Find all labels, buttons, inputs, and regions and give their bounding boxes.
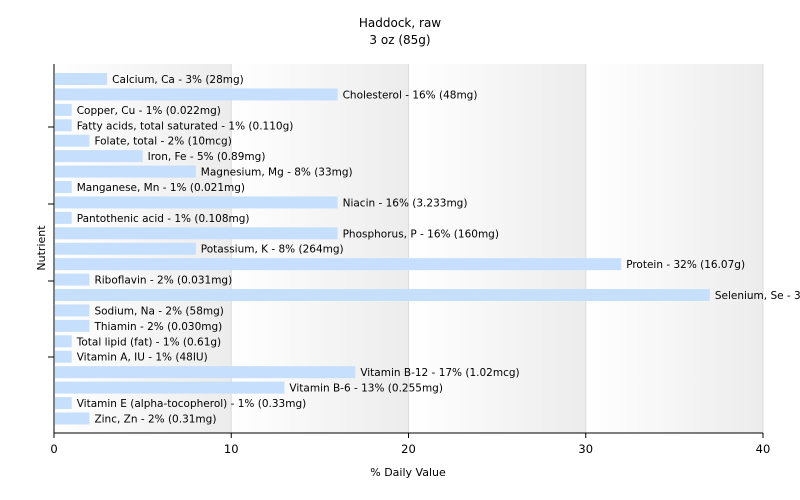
bar-label: Magnesium, Mg - 8% (33mg) xyxy=(201,167,353,179)
x-tick-label: 40 xyxy=(756,442,771,456)
bars xyxy=(55,73,710,425)
bar xyxy=(55,211,72,224)
bar-label: Selenium, Se - 37% (25.7mcg) xyxy=(715,290,800,302)
bar xyxy=(55,319,90,332)
bar-label: Niacin - 16% (3.233mg) xyxy=(343,197,468,209)
bar-label: Vitamin A, IU - 1% (48IU) xyxy=(77,352,208,364)
bar-label: Calcium, Ca - 3% (28mg) xyxy=(112,74,244,86)
bar xyxy=(55,150,143,163)
bar xyxy=(55,103,72,116)
bar xyxy=(55,366,356,379)
bar xyxy=(55,350,72,363)
bar-label: Fatty acids, total saturated - 1% (0.110… xyxy=(77,120,294,132)
bar-label: Vitamin B-12 - 17% (1.02mcg) xyxy=(360,367,519,379)
bar xyxy=(55,165,196,178)
chart-subtitle: 3 oz (85g) xyxy=(369,33,430,47)
bar-label: Iron, Fe - 5% (0.89mg) xyxy=(148,151,266,163)
bar xyxy=(55,181,72,194)
x-axis-label: % Daily Value xyxy=(370,466,446,479)
x-tick-label: 30 xyxy=(578,442,593,456)
bar xyxy=(55,381,285,394)
bar-label: Phosphorus, P - 16% (160mg) xyxy=(343,228,499,240)
bar xyxy=(55,335,72,348)
grid-band xyxy=(408,64,586,433)
y-axis-label: Nutrient xyxy=(35,225,48,271)
bar-label: Cholesterol - 16% (48mg) xyxy=(343,89,478,101)
bar-label: Protein - 32% (16.07g) xyxy=(626,259,745,271)
bar xyxy=(55,289,710,302)
bar-label: Sodium, Na - 2% (58mg) xyxy=(94,305,223,317)
bar-label: Zinc, Zn - 2% (0.31mg) xyxy=(94,413,216,425)
bar xyxy=(55,227,338,240)
x-tick-label: 0 xyxy=(50,442,57,456)
bar-label: Riboflavin - 2% (0.031mg) xyxy=(94,275,232,287)
x-tick-labels: 0 10 20 30 40 xyxy=(50,442,770,456)
bar-label: Vitamin B-6 - 13% (0.255mg) xyxy=(289,383,443,395)
bar-label: Potassium, K - 8% (264mg) xyxy=(201,244,344,256)
bar-labels: Calcium, Ca - 3% (28mg) Cholesterol - 16%… xyxy=(76,74,800,425)
bar xyxy=(55,412,90,425)
bar xyxy=(55,73,108,85)
bar xyxy=(55,196,338,209)
grid-band xyxy=(585,64,763,433)
bar-label: Thiamin - 2% (0.030mg) xyxy=(93,321,222,333)
bar xyxy=(55,304,90,317)
bar-label: Total lipid (fat) - 1% (0.61g) xyxy=(76,336,221,348)
bar xyxy=(55,88,338,101)
bar xyxy=(55,397,72,410)
bar-label: Folate, total - 2% (10mcg) xyxy=(94,136,231,148)
bar xyxy=(55,134,90,147)
bar-label: Pantothenic acid - 1% (0.108mg) xyxy=(77,213,250,225)
x-tick-label: 10 xyxy=(224,442,239,456)
axes xyxy=(48,64,764,438)
bar xyxy=(55,273,90,286)
bar xyxy=(55,242,196,255)
chart-title: Haddock, raw xyxy=(359,16,441,30)
bar-label: Vitamin E (alpha-tocopherol) - 1% (0.33m… xyxy=(77,398,307,410)
bar-label: Copper, Cu - 1% (0.022mg) xyxy=(77,105,221,117)
bar-label: Manganese, Mn - 1% (0.021mg) xyxy=(77,182,245,194)
bar xyxy=(55,119,72,132)
x-tick-label: 20 xyxy=(401,442,416,456)
bar xyxy=(55,258,622,271)
